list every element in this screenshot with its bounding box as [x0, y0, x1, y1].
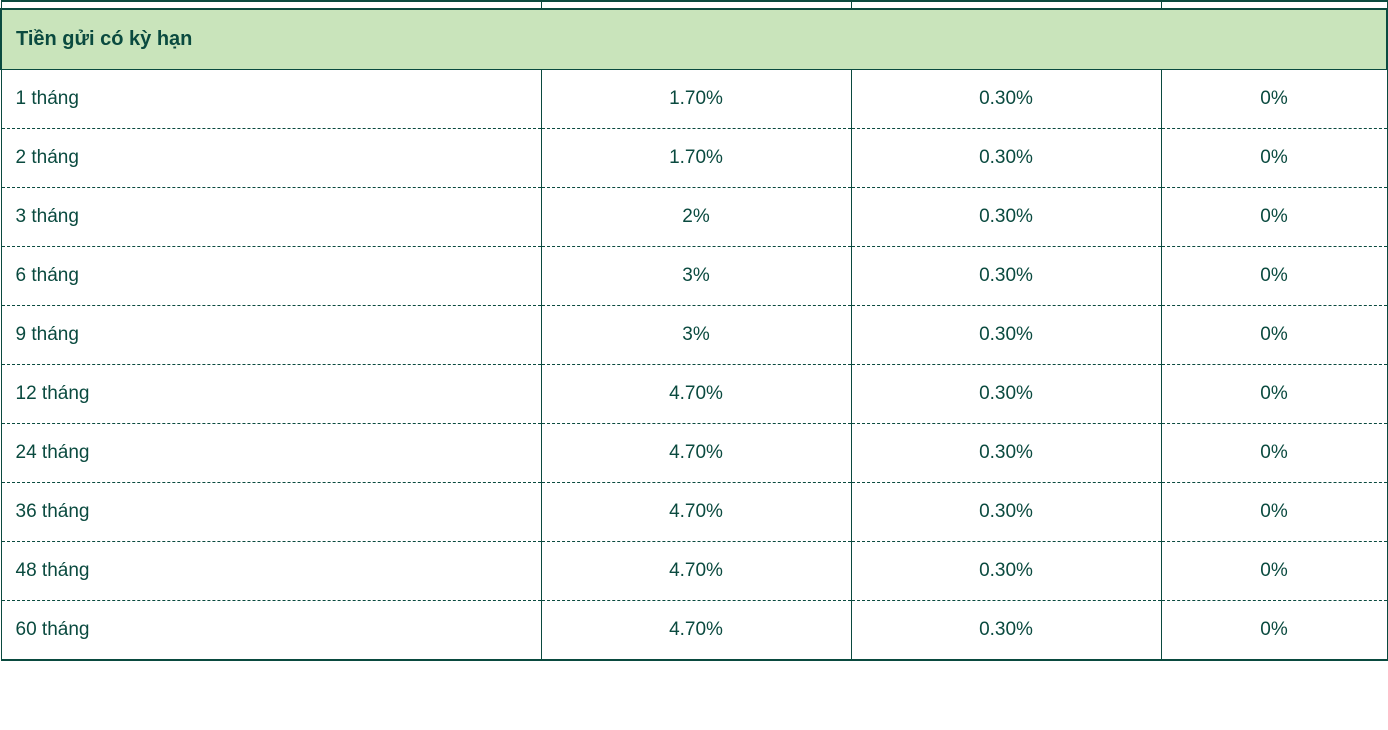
rate1-cell: 3% [541, 306, 851, 365]
term-cell: 9 tháng [1, 306, 541, 365]
pre-header-row [1, 1, 1387, 9]
rate1-cell: 3% [541, 247, 851, 306]
section-title: Tiền gửi có kỳ hạn [1, 9, 1387, 70]
rate1-cell: 1.70% [541, 129, 851, 188]
rate2-cell: 0.30% [851, 129, 1161, 188]
table-row: 9 tháng 3% 0.30% 0% [1, 306, 1387, 365]
rate2-cell: 0.30% [851, 70, 1161, 129]
rate2-cell: 0.30% [851, 247, 1161, 306]
rate1-cell: 4.70% [541, 483, 851, 542]
table-row: 24 tháng 4.70% 0.30% 0% [1, 424, 1387, 483]
term-cell: 24 tháng [1, 424, 541, 483]
rate3-cell: 0% [1161, 70, 1387, 129]
rate3-cell: 0% [1161, 424, 1387, 483]
table-row: 6 tháng 3% 0.30% 0% [1, 247, 1387, 306]
rate1-cell: 4.70% [541, 601, 851, 661]
deposit-rate-table: Tiền gửi có kỳ hạn 1 tháng 1.70% 0.30% 0… [0, 0, 1388, 661]
table-row: 12 tháng 4.70% 0.30% 0% [1, 365, 1387, 424]
rate3-cell: 0% [1161, 188, 1387, 247]
deposit-rate-table-container: Tiền gửi có kỳ hạn 1 tháng 1.70% 0.30% 0… [0, 0, 1388, 661]
table-row: 60 tháng 4.70% 0.30% 0% [1, 601, 1387, 661]
rate1-cell: 4.70% [541, 542, 851, 601]
rate3-cell: 0% [1161, 247, 1387, 306]
term-cell: 6 tháng [1, 247, 541, 306]
table-row: 1 tháng 1.70% 0.30% 0% [1, 70, 1387, 129]
rate3-cell: 0% [1161, 542, 1387, 601]
rate2-cell: 0.30% [851, 188, 1161, 247]
rate3-cell: 0% [1161, 365, 1387, 424]
term-cell: 36 tháng [1, 483, 541, 542]
rate2-cell: 0.30% [851, 365, 1161, 424]
rate2-cell: 0.30% [851, 601, 1161, 661]
rate1-cell: 2% [541, 188, 851, 247]
rate1-cell: 4.70% [541, 424, 851, 483]
rate2-cell: 0.30% [851, 424, 1161, 483]
rate3-cell: 0% [1161, 483, 1387, 542]
term-cell: 2 tháng [1, 129, 541, 188]
rate2-cell: 0.30% [851, 306, 1161, 365]
rate3-cell: 0% [1161, 601, 1387, 661]
table-row: 3 tháng 2% 0.30% 0% [1, 188, 1387, 247]
term-cell: 48 tháng [1, 542, 541, 601]
rate3-cell: 0% [1161, 306, 1387, 365]
table-row: 2 tháng 1.70% 0.30% 0% [1, 129, 1387, 188]
term-cell: 12 tháng [1, 365, 541, 424]
rate2-cell: 0.30% [851, 483, 1161, 542]
table-row: 36 tháng 4.70% 0.30% 0% [1, 483, 1387, 542]
rate1-cell: 1.70% [541, 70, 851, 129]
term-cell: 1 tháng [1, 70, 541, 129]
rate2-cell: 0.30% [851, 542, 1161, 601]
section-header-row: Tiền gửi có kỳ hạn [1, 9, 1387, 70]
term-cell: 60 tháng [1, 601, 541, 661]
term-cell: 3 tháng [1, 188, 541, 247]
rate1-cell: 4.70% [541, 365, 851, 424]
table-row: 48 tháng 4.70% 0.30% 0% [1, 542, 1387, 601]
rate3-cell: 0% [1161, 129, 1387, 188]
